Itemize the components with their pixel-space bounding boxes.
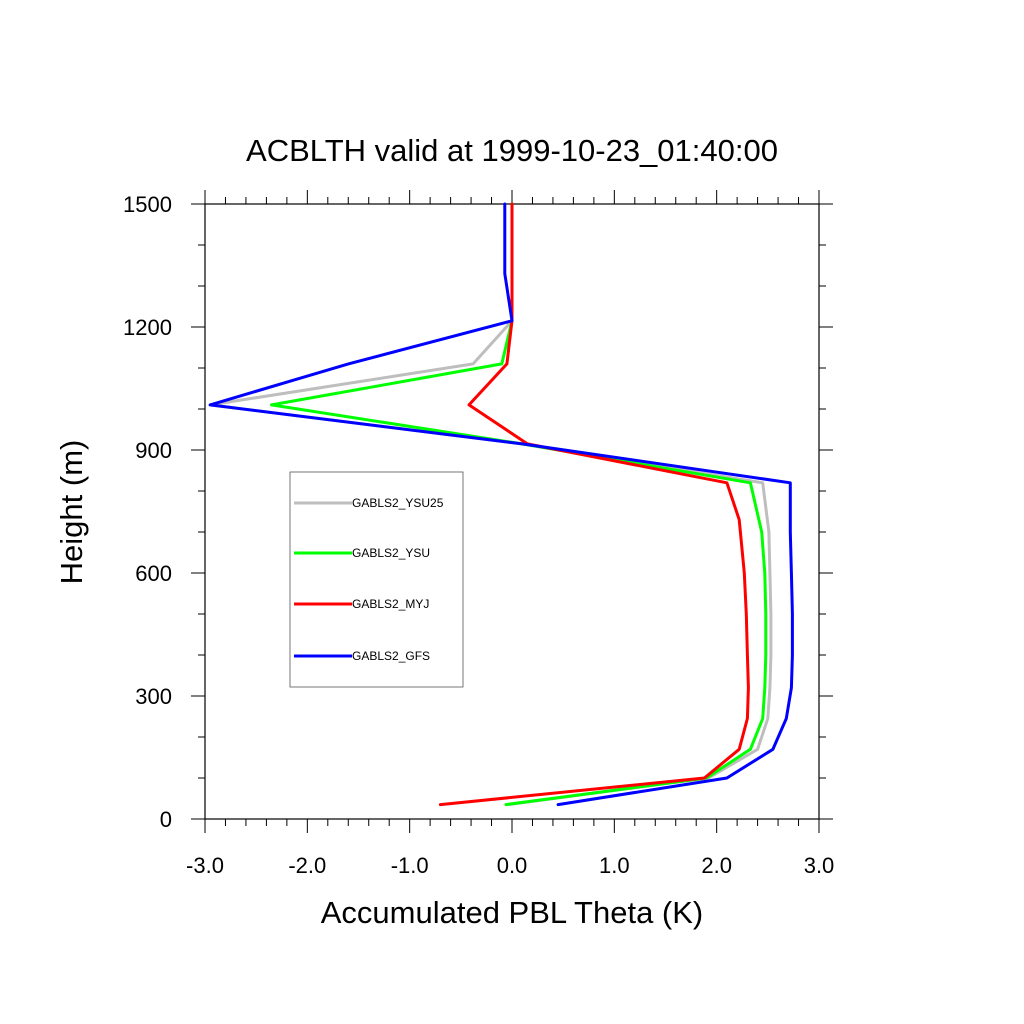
x-tick-label: -1.0 bbox=[391, 853, 429, 878]
x-tick-labels: -3.0 -2.0 -1.0 0.0 1.0 2.0 3.0 bbox=[186, 853, 834, 878]
series-lines bbox=[208, 202, 794, 807]
x-tick-label: -3.0 bbox=[186, 853, 224, 878]
legend-label: GABLS2_MYJ bbox=[352, 597, 429, 611]
minor-ticks bbox=[198, 197, 826, 826]
legend-label: GABLS2_GFS bbox=[352, 649, 430, 663]
y-axis-title: Height (m) bbox=[54, 440, 89, 585]
y-tick-labels: 0 300 600 900 1200 1500 bbox=[123, 192, 172, 832]
legend-label: GABLS2_YSU25 bbox=[352, 496, 444, 510]
series-line-gabls2-gfs bbox=[208, 202, 794, 807]
legend-label: GABLS2_YSU bbox=[352, 546, 430, 560]
legend: GABLS2_YSU25 GABLS2_YSU GABLS2_MYJ GABLS2_G… bbox=[289, 471, 464, 688]
series-line-gabls2-ysu bbox=[270, 202, 768, 807]
x-tick-label: 0.0 bbox=[497, 853, 528, 878]
y-tick-label: 1500 bbox=[123, 192, 172, 217]
x-axis-title: Accumulated PBL Theta (K) bbox=[321, 895, 704, 930]
y-tick-label: 900 bbox=[135, 438, 172, 463]
legend-box bbox=[289, 471, 464, 688]
y-tick-label: 300 bbox=[135, 684, 172, 709]
chart-title: ACBLTH valid at 1999-10-23_01:40:00 bbox=[246, 133, 778, 168]
series-line-gabls2-ysu25 bbox=[208, 202, 773, 807]
y-tick-label: 1200 bbox=[123, 315, 172, 340]
y-tick-label: 600 bbox=[135, 561, 172, 586]
y-tick-label: 0 bbox=[160, 807, 172, 832]
x-tick-label: -2.0 bbox=[288, 853, 326, 878]
series-line-gabls2-myj bbox=[438, 202, 750, 807]
x-tick-label: 1.0 bbox=[599, 853, 630, 878]
x-tick-label: 2.0 bbox=[701, 853, 732, 878]
x-tick-label: 3.0 bbox=[804, 853, 835, 878]
major-ticks bbox=[191, 190, 833, 833]
